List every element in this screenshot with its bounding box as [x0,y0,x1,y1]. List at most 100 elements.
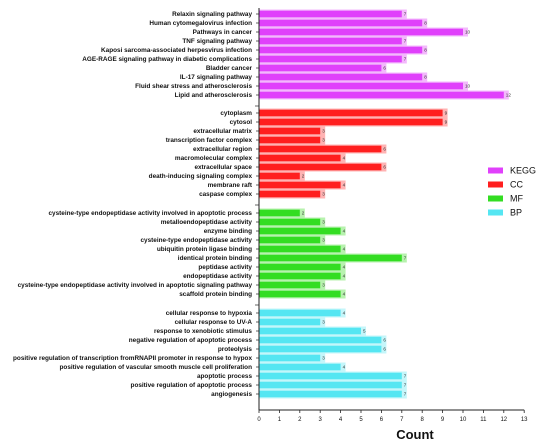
bar [259,109,443,117]
bar-value-label: 4 [343,365,346,370]
bar-value-label: 9 [445,120,448,125]
category-label: cytoplasm [220,110,252,117]
category-label: macromolecular complex [175,155,253,162]
category-label: Human cytomegalovirus infection [149,20,252,27]
bar-value-label: 8 [424,48,427,53]
x-tick-label: 3 [319,417,323,423]
x-tick-label: 13 [521,417,528,423]
bar-value-label: 3 [322,220,325,225]
bar-value-label: 4 [343,311,346,316]
bar [259,163,382,171]
bar [259,145,382,153]
series-cc: 9 cytoplasm 9 cytosol 3 extracellular matrix 3… [149,108,448,199]
bar-value-label: 8 [424,75,427,80]
legend-item-cc: CC [488,180,523,190]
bar-value-label: 6 [383,165,386,170]
bar-value-label: 4 [343,247,346,252]
category-label: Relaxin signaling pathway [172,11,252,18]
bar [259,236,321,244]
bar [259,318,321,326]
bar-value-label: 4 [343,156,346,161]
x-tick-label: 12 [500,417,507,423]
bar-value-label: 10 [465,30,471,35]
x-tick-label: 8 [421,417,425,423]
bar-value-label: 8 [424,21,427,26]
bar-value-label: 4 [343,183,346,188]
bar [259,46,423,54]
bar [259,254,402,262]
bar [259,64,382,72]
bar-value-label: 7 [404,39,407,44]
legend-item-mf: MF [488,194,523,204]
x-tick-label: 2 [298,417,302,423]
category-label: enzyme binding [204,228,252,235]
category-label: death-inducing signaling complex [149,173,253,180]
bar [259,136,321,144]
x-tick-label: 11 [480,417,487,423]
category-label: Lipid and atherosclerosis [175,92,253,99]
legend-label: KEGG [510,166,536,176]
bar [259,218,321,226]
x-tick-label: 9 [441,417,445,423]
category-label: angiogenesis [211,391,252,398]
category-label: scaffold protein binding [179,291,252,298]
bar-value-label: 3 [322,320,325,325]
category-label: apoptotic process [197,373,252,380]
bar [259,73,423,81]
x-tick-label: 5 [359,417,363,423]
bar [259,190,321,198]
legend-swatch [488,195,503,202]
bar [259,127,321,135]
bar-value-label: 12 [506,93,512,98]
bar-value-label: 7 [404,392,407,397]
category-label: metalloendopeptidase activity [161,219,253,226]
category-label: proteolysis [218,346,253,353]
bar-value-label: 4 [343,265,346,270]
category-label: caspase complex [199,191,252,198]
bar [259,227,341,235]
bar-value-label: 3 [322,192,325,197]
bar [259,28,463,36]
legend-swatch [488,181,503,188]
category-label: AGE-RAGE signaling pathway in diabetic c… [82,56,252,63]
bar-value-label: 3 [322,356,325,361]
bar [259,172,300,180]
bar [259,381,402,389]
bar-value-label: 3 [322,238,325,243]
bar-value-label: 6 [383,66,386,71]
category-label: Kaposi sarcoma-associated herpesvirus in… [101,47,252,54]
bar-value-label: 4 [343,229,346,234]
bar-value-label: 7 [404,256,407,261]
legend-item-bp: BP [488,208,522,218]
series-bp: 4 cellular response to hypoxia 3 cellular r… [13,308,407,399]
bar [259,245,341,253]
category-label: endopeptidase activity [183,273,252,280]
category-label: Bladder cancer [206,65,253,72]
category-label: cytosol [230,119,253,126]
bar-value-label: 6 [383,147,386,152]
category-label: positive regulation of transcription fro… [13,355,252,362]
bar [259,37,402,45]
bar [259,181,341,189]
x-tick-label: 6 [380,417,384,423]
bar [259,372,402,380]
category-label: membrane raft [208,182,253,189]
bar-value-label: 4 [343,274,346,279]
bar [259,154,341,162]
category-label: identical protein binding [178,255,252,262]
series-mf: 2 cysteine-type endopeptidase activity in… [18,208,407,299]
legend-item-kegg: KEGG [488,166,536,176]
bar [259,390,402,398]
category-label: extracellular region [193,146,252,153]
category-label: positive regulation of apoptotic process [131,382,253,389]
category-label: extracellular space [194,164,252,171]
bar [259,336,382,344]
category-label: cysteine-type endopeptidase activity [140,237,252,244]
bar-value-label: 7 [404,374,407,379]
x-tick-label: 1 [278,417,282,423]
category-label: IL-17 signaling pathway [180,74,253,81]
category-label: transcription factor complex [166,137,253,144]
category-label: response to xenobiotic stimulus [154,328,252,335]
bar [259,55,402,63]
